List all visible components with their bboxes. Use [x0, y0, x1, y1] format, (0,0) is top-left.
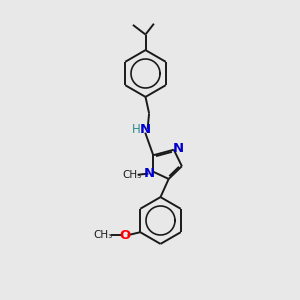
- Text: N: N: [143, 167, 155, 180]
- Text: CH₃: CH₃: [93, 230, 112, 240]
- Text: N: N: [172, 142, 184, 155]
- Text: H: H: [132, 122, 141, 136]
- Text: O: O: [120, 229, 131, 242]
- Text: N: N: [140, 123, 151, 136]
- Text: CH₃: CH₃: [122, 170, 141, 180]
